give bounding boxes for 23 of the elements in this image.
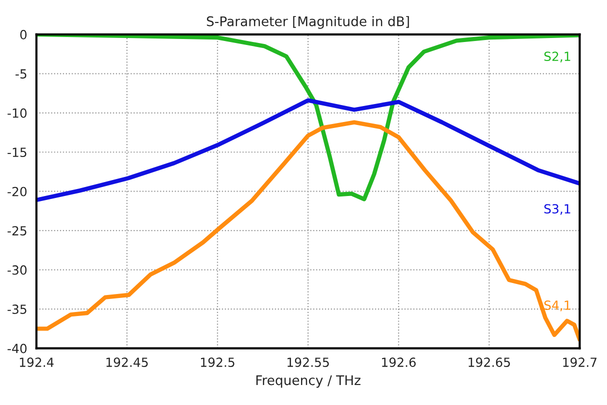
y-tick-label: -35 — [8, 304, 26, 314]
y-tick-label: 0 — [20, 30, 27, 40]
series-label: S4,1 — [544, 300, 570, 312]
y-tick-label: -20 — [8, 186, 27, 196]
x-tick-label: 192.5 — [200, 358, 234, 368]
x-tick-label: 192.6 — [382, 358, 416, 368]
line-series — [36, 98, 580, 202]
series-label: S2,1 — [544, 52, 570, 62]
x-axis-title: Frequency / THz — [256, 375, 360, 388]
y-tick-label: -10 — [8, 108, 27, 118]
x-tick-label: 192.7 — [563, 358, 597, 368]
y-tick-label: -15 — [8, 148, 26, 158]
y-tick-label: -40 — [8, 344, 27, 354]
y-tick-label: -30 — [8, 265, 27, 275]
chart-title: S-Parameter [Magnitude in dB] — [206, 16, 409, 29]
x-tick-label: 192.65 — [468, 358, 510, 368]
x-tick-label: 192.45 — [106, 358, 148, 368]
line-series — [36, 120, 580, 342]
y-tick-label: -25 — [8, 226, 26, 236]
x-tick-label: 192.4 — [20, 358, 54, 368]
x-tick-label: 192.55 — [288, 358, 329, 368]
y-tick-label: -5 — [16, 69, 26, 79]
series-label: S3,1 — [544, 204, 570, 215]
